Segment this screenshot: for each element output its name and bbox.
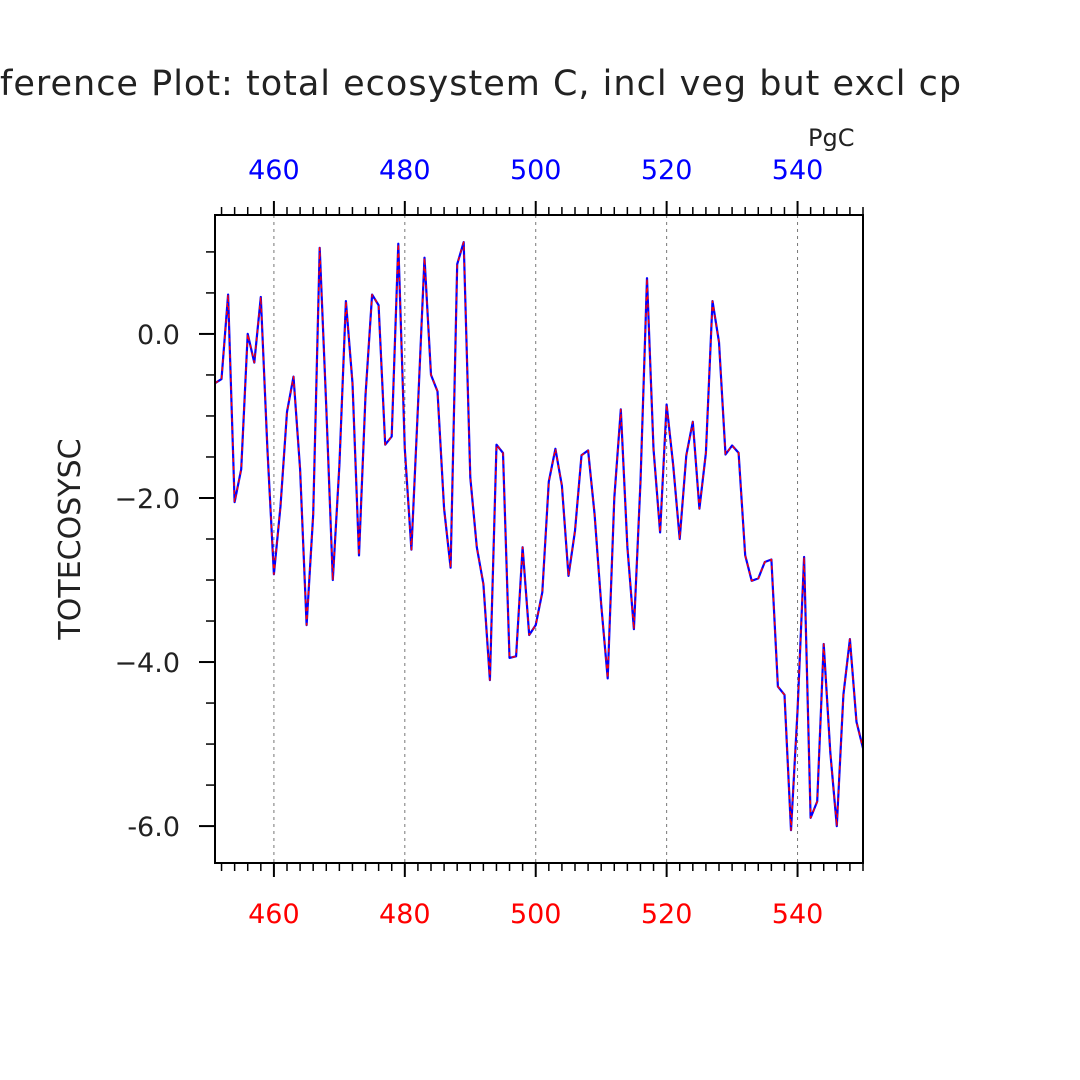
x-tick-label-top: 480 bbox=[379, 155, 431, 186]
vertical-gridlines bbox=[273, 215, 799, 863]
series-line-overlay bbox=[214, 241, 864, 831]
y-axis-label: TOTECOSYSC bbox=[53, 438, 88, 640]
x-tick-label-top: 460 bbox=[248, 155, 300, 186]
x-tick-label-bottom: 520 bbox=[641, 899, 693, 930]
series-layer bbox=[214, 241, 865, 832]
y-tick-label: 0.0 bbox=[137, 320, 180, 351]
x-tick-label-bottom: 480 bbox=[379, 899, 431, 930]
x-tick-label-top: 540 bbox=[772, 155, 824, 186]
y-tick-label: -6.0 bbox=[127, 812, 180, 843]
axis-ticks bbox=[199, 201, 864, 877]
chart-title: ference Plot: total ecosystem C, incl ve… bbox=[0, 64, 962, 104]
x-tick-label-bottom: 500 bbox=[510, 899, 562, 930]
x-tick-label-bottom: 460 bbox=[248, 899, 300, 930]
x-tick-label-top: 500 bbox=[510, 155, 562, 186]
axis-tick-labels: 460 460 480 480 500 500 520 520 540 540 0.0 −2.0 −4.… bbox=[114, 155, 823, 930]
x-tick-label-bottom: 540 bbox=[772, 899, 824, 930]
y-tick-label: −2.0 bbox=[114, 484, 180, 515]
y-tick-label: −4.0 bbox=[114, 648, 180, 679]
top-axis-units: PgC bbox=[808, 124, 854, 152]
x-tick-label-top: 520 bbox=[641, 155, 693, 186]
